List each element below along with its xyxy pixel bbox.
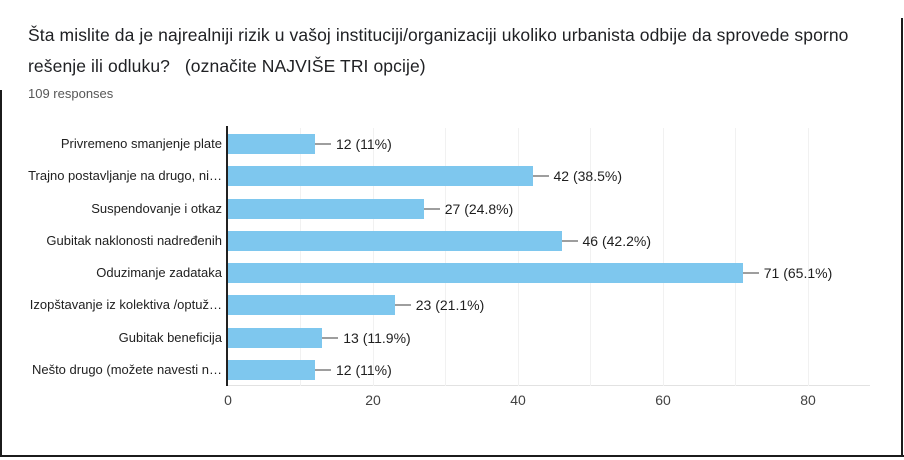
category-label: Trajno postavljanje na drugo, ni… xyxy=(28,168,222,184)
bar-value-label: 12 (11%) xyxy=(336,361,392,378)
bar-value-label: 27 (24.8%) xyxy=(444,200,514,217)
plot-area: 12 (11%) 42 (38.5%) 27 (24.8%) 46 (42.2%) 71… xyxy=(226,126,870,386)
category-label: Gubitak naklonosti nadređenih xyxy=(46,232,222,248)
bar-value-label: 12 (11%) xyxy=(336,136,392,153)
bar-row: 46 (42.2%) xyxy=(228,225,870,257)
gridline xyxy=(372,128,374,386)
leader-line xyxy=(423,207,440,210)
bar xyxy=(228,230,562,251)
x-tick-label: 20 xyxy=(365,392,381,408)
bar xyxy=(228,263,743,284)
bar-value-label: 13 (11.9%) xyxy=(343,329,411,346)
leader-line xyxy=(315,368,331,371)
category-label: Privremeno smanjenje plate xyxy=(60,136,222,151)
category-label: Suspendovanje i otkaz xyxy=(91,200,222,216)
card-border-bottom xyxy=(0,455,904,457)
leader-line xyxy=(561,239,578,242)
bar-row: 12 (11%) xyxy=(228,354,870,386)
category-axis: Privremeno smanjenje plate Trajno postavl… xyxy=(0,128,222,386)
category-label: Oduzimanje zadataka xyxy=(96,265,222,280)
bar-row: 23 (21.1%) xyxy=(228,289,870,321)
gridline xyxy=(662,128,664,386)
chart-question-title: Šta mislite da je najrealniji rizik u va… xyxy=(28,25,854,76)
y-axis-line xyxy=(226,126,228,386)
bar-value-label: 46 (42.2%) xyxy=(582,232,651,249)
gridline xyxy=(517,128,519,386)
leader-line xyxy=(532,175,549,178)
gridline xyxy=(807,128,809,386)
gridline xyxy=(300,128,301,386)
bar-row: 12 (11%) xyxy=(228,128,870,160)
leader-line xyxy=(322,336,339,339)
x-tick-label: 80 xyxy=(800,392,816,408)
bar-row: 27 (24.8%) xyxy=(228,193,870,225)
leader-line xyxy=(742,272,759,275)
x-tick-label: 0 xyxy=(224,392,232,408)
gridline xyxy=(590,128,591,386)
bar-value-label: 23 (21.1%) xyxy=(415,297,485,314)
gridline xyxy=(445,128,446,386)
bar-row: 42 (38.5%) xyxy=(228,160,870,192)
bar-value-label: 71 (65.1%) xyxy=(763,265,833,282)
bar xyxy=(228,166,533,187)
responses-count: 109 responses xyxy=(28,86,114,101)
category-label: Gubitak beneficija xyxy=(118,329,222,345)
bar xyxy=(228,295,395,316)
bar-row: 13 (11.9%) xyxy=(228,322,870,354)
bar xyxy=(228,198,424,219)
plot-baseline xyxy=(228,385,870,386)
bar xyxy=(228,327,323,348)
x-tick-label: 60 xyxy=(655,392,671,408)
category-label: Izopštavanje iz kolektiva /optuž… xyxy=(29,297,222,313)
bar-row: 71 (65.1%) xyxy=(228,257,870,289)
bar-value-label: 42 (38.5%) xyxy=(553,168,622,185)
leader-line xyxy=(394,304,411,307)
bar xyxy=(228,134,315,155)
gridline xyxy=(735,128,736,386)
category-label: Nešto drugo (možete navesti n… xyxy=(31,361,222,377)
card-border-left xyxy=(0,90,2,455)
bar xyxy=(228,359,315,380)
x-tick-label: 40 xyxy=(510,392,526,408)
leader-line xyxy=(315,143,331,146)
card-border-right xyxy=(901,18,903,457)
